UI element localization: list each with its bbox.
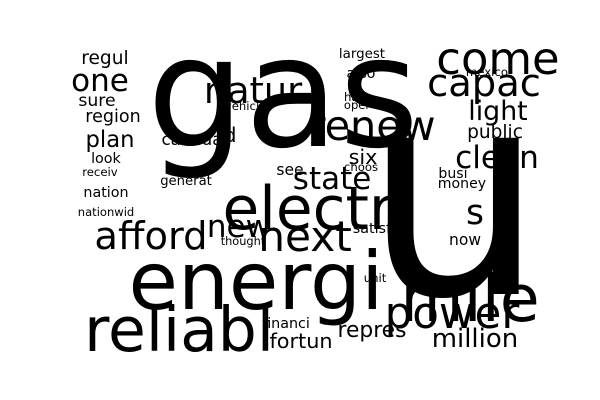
word-nation: nation <box>83 184 129 201</box>
word-renew: renew <box>308 101 436 150</box>
word-largest: largest <box>338 47 386 62</box>
word-mexico: mexico <box>465 65 509 79</box>
word-now: now <box>449 230 482 249</box>
word-half: half <box>344 90 366 104</box>
word-light: light <box>468 95 528 127</box>
word-also: also <box>346 65 376 82</box>
word-unit: unit <box>363 271 387 285</box>
word-plan: plan <box>85 127 135 154</box>
word-thought: thought <box>220 234 266 248</box>
word-vehicl: vehicl <box>224 99 260 113</box>
word-clean: clean <box>455 139 539 176</box>
word-busi: busi <box>438 165 468 182</box>
word-satisfact: satisfact <box>352 220 414 237</box>
word-choos: choos <box>343 160 379 174</box>
word-state: state <box>292 160 372 197</box>
word-mile: mile <box>400 262 540 338</box>
word-energi: energi <box>128 233 384 328</box>
word-nationwid: nationwid <box>77 205 135 219</box>
word-money: money <box>437 176 487 193</box>
word-six: six <box>348 145 378 170</box>
word-afford: afford <box>94 213 208 259</box>
word-public: public <box>467 122 523 144</box>
word-oper: oper <box>343 97 371 112</box>
word-power: power <box>384 289 520 339</box>
word-capac: capac <box>427 61 541 107</box>
word-million: million <box>431 324 519 354</box>
word-u: u <box>363 29 545 362</box>
word-generat: generat <box>160 173 212 189</box>
word-natur: natur <box>203 69 303 113</box>
word-s: s <box>466 193 484 234</box>
word-regul: regul <box>81 48 129 70</box>
word-next: next <box>258 211 352 261</box>
word-see: see <box>276 160 304 179</box>
word-canada: canada <box>161 129 223 149</box>
word-receiv: receiv <box>82 165 118 179</box>
word-new: new <box>206 208 271 245</box>
word-region: region <box>85 106 141 127</box>
word-repres: repres <box>337 317 407 343</box>
word-sure: sure <box>78 91 116 111</box>
word-electr: electr <box>222 174 394 244</box>
word-gas: gas <box>147 3 420 183</box>
word-look: look <box>91 150 121 167</box>
word-come: come <box>436 31 560 85</box>
word-fortun: fortun <box>269 329 333 354</box>
word-d: d <box>223 123 237 148</box>
word-reliabl: reliabl <box>84 293 274 366</box>
word-financi: financi <box>262 315 310 332</box>
word-one: one <box>71 62 129 99</box>
